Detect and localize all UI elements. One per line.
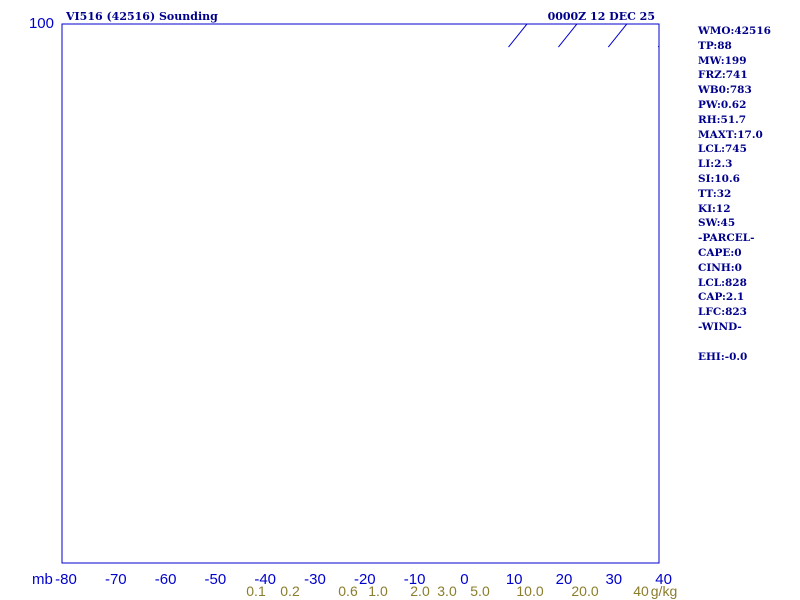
temperature-tick-label: 30: [605, 571, 622, 588]
dry-adiabat: [236, 0, 800, 23]
dry-adiabat: [262, 0, 800, 23]
plot-frame: [61, 23, 660, 564]
index-item: WMO:42516: [698, 25, 771, 37]
pressure-unit-label: mb: [32, 571, 53, 588]
index-item: CINH:0: [698, 261, 742, 274]
mixing-ratio-tick-label: g/kg: [651, 583, 677, 599]
temperature-tick-label: -60: [155, 571, 177, 588]
index-item: FRZ:741: [698, 69, 748, 82]
dry-adiabat: [159, 0, 800, 23]
valid-time: 0000Z 12 DEC 25: [548, 10, 655, 23]
index-item: SW:45: [698, 217, 736, 230]
pressure-tick-label: 100: [29, 15, 54, 32]
mixing-ratio-axis-labels: 0.1 0.2 0.6 1.0 2.0 3.0 5.0 10.0 20.0 40 g/kg: [246, 583, 677, 599]
pressure-axis-labels: 1002003004005006007008009001000mb: [29, 15, 54, 588]
dry-adiabat: [650, 0, 800, 23]
index-item: PW:0.62: [698, 98, 747, 111]
dry-adiabat: [701, 0, 800, 23]
index-item: TT:32: [698, 187, 732, 200]
temperature-tick-label: -50: [205, 571, 227, 588]
mixing-ratio-tick-label: 0.2: [280, 583, 300, 599]
index-item: MW:199: [698, 54, 747, 67]
mixing-ratio-tick-label: 5.0: [470, 583, 490, 599]
mixing-ratio-tick-label: 40: [633, 583, 649, 599]
dry-adiabat: [676, 0, 800, 23]
temperature-tick-label: 20: [556, 571, 573, 588]
temperature-tick-label: 40: [655, 571, 672, 588]
dry-adiabat: [210, 0, 800, 23]
temperature-axis-labels: -80 -70 -60 -50 -40 -30 -20 -10 0 10 20 30 40: [55, 571, 672, 588]
temperature-tick-label: -40: [254, 571, 276, 588]
index-item: -WIND-: [698, 320, 742, 333]
mixing-ratio-tick-label: 3.0: [437, 583, 457, 599]
temperature-tick-label: 0: [460, 571, 468, 588]
temperature-tick-label: 10: [506, 571, 523, 588]
dry-adiabat: [753, 0, 800, 23]
mixing-ratio-tick-label: 20.0: [571, 583, 598, 599]
mixing-ratio-tick-label: 2.0: [410, 583, 430, 599]
index-item: CAP:2.1: [698, 291, 745, 304]
dry-adiabats: [133, 0, 800, 23]
dry-adiabat: [779, 0, 800, 23]
dry-adiabat: [133, 0, 800, 23]
mixing-ratio-tick-label: 10.0: [516, 583, 543, 599]
stability-indices-panel: WMO:42516 TP:88 MW:199 FRZ:741 WB0:783 PW:0.6…: [698, 24, 798, 364]
temperature-tick-label: -80: [55, 571, 77, 588]
temperature-tick-label: -20: [354, 571, 376, 588]
index-item: LFC:823: [698, 306, 747, 319]
plot-border: [61, 23, 660, 564]
dry-adiabat: [184, 0, 800, 23]
chart-title: VI516 (42516) Sounding: [65, 10, 218, 23]
index-item: KI:12: [698, 202, 731, 215]
mixing-ratio-tick-label: 1.0: [368, 583, 388, 599]
index-item: [698, 335, 798, 350]
index-item: LCL:828: [698, 276, 747, 289]
index-item: -PARCEL-: [698, 232, 755, 245]
index-item: LCL:745: [698, 143, 747, 156]
index-item: EHI:-0.0: [698, 350, 748, 363]
index-item: RH:51.7: [698, 113, 747, 126]
index-item: MAXT:17.0: [698, 128, 763, 141]
dry-adiabat: [727, 0, 800, 23]
dry-adiabat: [288, 0, 800, 23]
index-item: WB0:783: [698, 84, 752, 97]
index-item: CAPE:0: [698, 246, 742, 259]
mixing-ratio-tick-label: 0.1: [246, 583, 266, 599]
index-item: LI:2.3: [698, 158, 733, 171]
temperature-tick-label: -10: [404, 571, 426, 588]
temperature-tick-label: -70: [105, 571, 127, 588]
mixing-ratio-tick-label: 0.6: [338, 583, 358, 599]
temperature-tick-label: -30: [304, 571, 326, 588]
index-item: TP:88: [698, 39, 732, 52]
index-item: SI:10.6: [698, 172, 740, 185]
